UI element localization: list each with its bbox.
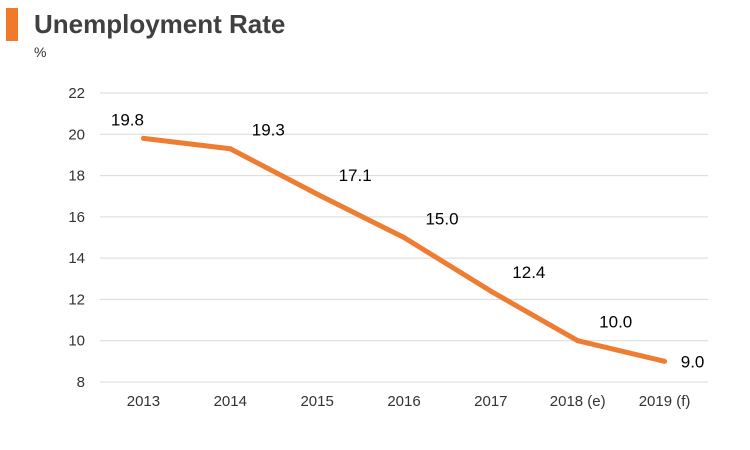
y-tick-label: 10 — [68, 333, 85, 350]
y-tick-labels: 8 10 12 14 16 18 20 22 — [68, 85, 85, 391]
data-point-2018-e- — [575, 338, 581, 344]
data-point-2013 — [140, 135, 146, 141]
y-tick-label: 18 — [68, 168, 85, 185]
x-tick-label: 2013 — [127, 393, 160, 410]
data-point-2015 — [314, 191, 320, 197]
x-tick-label: 2014 — [214, 393, 247, 410]
y-tick-label: 12 — [68, 291, 85, 308]
data-label: 9.0 — [681, 352, 705, 371]
x-tick-label: 2015 — [300, 393, 333, 410]
data-label: 17.1 — [339, 166, 372, 185]
title-accent-bar — [6, 8, 18, 41]
x-tick-label: 2017 — [474, 393, 507, 410]
y-tick-label: 8 — [77, 374, 85, 391]
x-tick-labels: 2013 2014 2015 2016 2017 2018 (e) 2019 (f) — [127, 393, 691, 410]
y-tick-label: 14 — [68, 250, 85, 267]
data-point-2019-f- — [662, 358, 668, 364]
grid-lines — [100, 92, 708, 383]
data-label: 10.0 — [599, 313, 632, 332]
data-labels: 19.8 19.3 17.1 15.0 12.4 10.0 9.0 — [111, 110, 705, 371]
data-point-2017 — [488, 288, 494, 294]
y-axis-unit: % — [34, 44, 47, 60]
y-tick-label: 22 — [68, 85, 85, 102]
data-label: 15.0 — [425, 210, 458, 229]
y-tick-label: 16 — [68, 209, 85, 226]
y-tick-label: 20 — [68, 126, 85, 143]
series-unemployment — [140, 135, 668, 364]
data-point-2016 — [401, 235, 407, 240]
chart-title: Unemployment Rate — [34, 9, 286, 39]
data-point-2014 — [227, 146, 233, 152]
x-tick-label: 2016 — [387, 393, 420, 410]
data-label: 12.4 — [512, 263, 545, 282]
x-tick-label: 2018 (e) — [550, 393, 606, 410]
x-tick-label: 2019 (f) — [639, 393, 691, 410]
series-line — [143, 135, 666, 364]
data-label: 19.8 — [111, 110, 144, 129]
data-label: 19.3 — [252, 121, 285, 140]
